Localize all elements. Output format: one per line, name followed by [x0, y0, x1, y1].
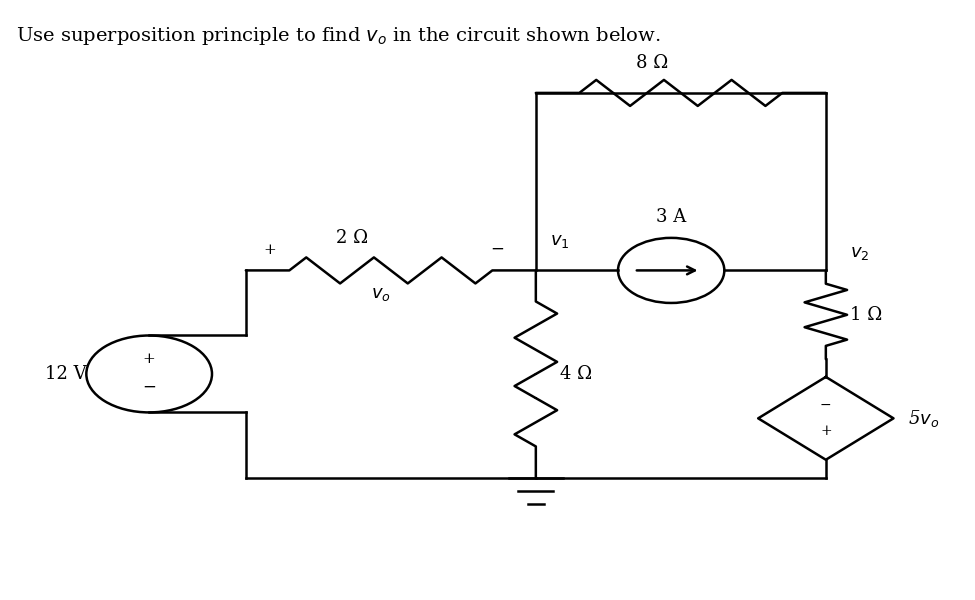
Text: 1 Ω: 1 Ω — [850, 306, 882, 324]
Text: 3 A: 3 A — [656, 208, 686, 226]
Text: 2 Ω: 2 Ω — [336, 229, 369, 247]
Text: Use superposition principle to find $v_o$ in the circuit shown below.: Use superposition principle to find $v_o… — [16, 25, 660, 47]
Text: 5$v_o$: 5$v_o$ — [908, 408, 939, 429]
Text: 8 Ω: 8 Ω — [636, 54, 668, 72]
Text: −: − — [490, 241, 504, 257]
Text: 12 V: 12 V — [45, 365, 87, 383]
Text: $v_o$: $v_o$ — [371, 285, 391, 303]
Text: $v_2$: $v_2$ — [850, 244, 870, 262]
Text: +: + — [142, 352, 156, 366]
Text: −: − — [142, 379, 156, 395]
Text: −: − — [820, 398, 832, 412]
Text: 4 Ω: 4 Ω — [560, 365, 592, 383]
Text: +: + — [820, 424, 832, 439]
Text: +: + — [263, 244, 276, 257]
Text: $v_1$: $v_1$ — [550, 232, 569, 250]
